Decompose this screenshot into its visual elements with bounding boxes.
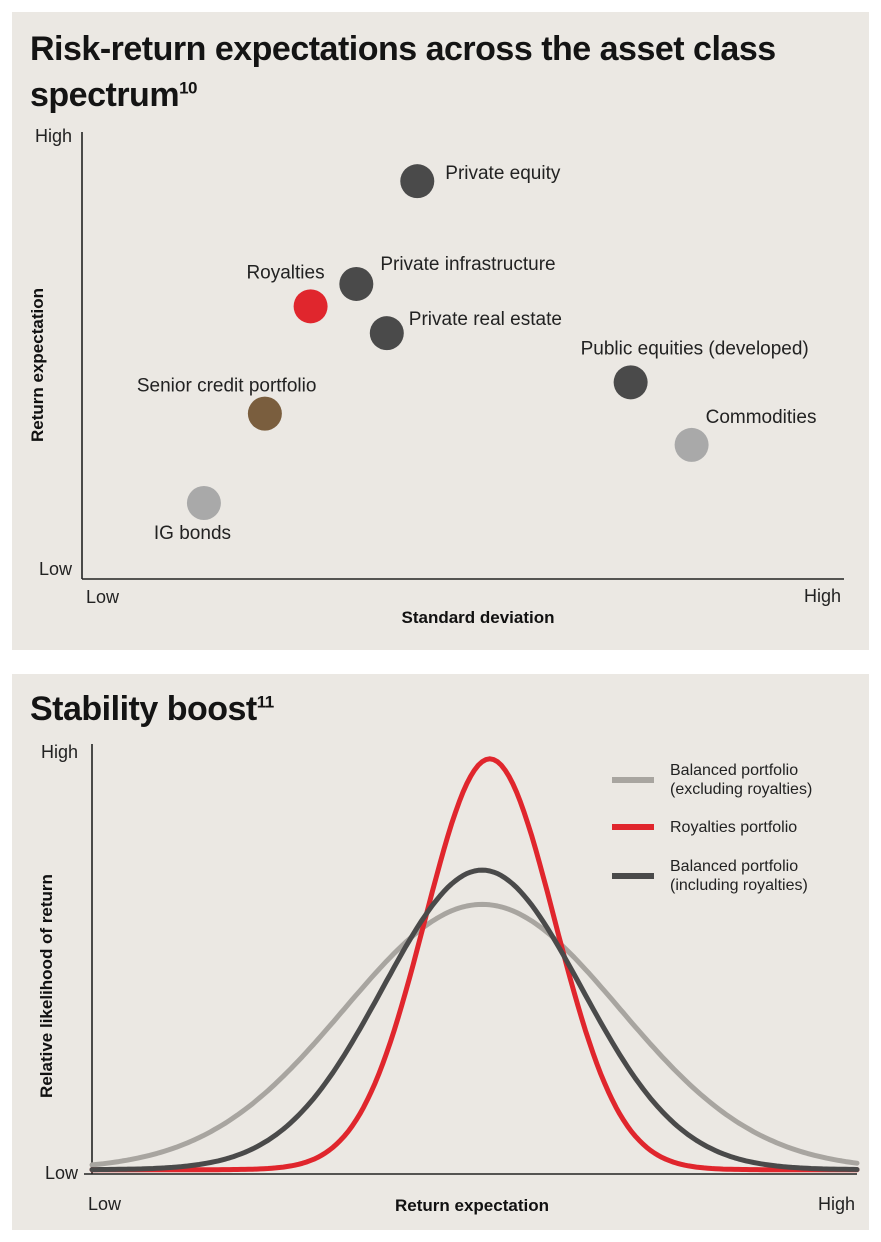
- point-private-equity: [400, 164, 435, 199]
- series-line-royalties-portfolio: [89, 756, 860, 1173]
- point-royalties: [293, 289, 328, 324]
- point-public-equities-developed: [613, 365, 648, 400]
- y-axis-title: Relative likelihood of return: [37, 874, 56, 1098]
- risk-return-panel: Risk-return expectations across the asse…: [12, 12, 869, 650]
- point-label-senior-credit-portfolio: Senior credit portfolio: [137, 376, 317, 397]
- point-label-commodities: Commodities: [706, 407, 817, 428]
- legend-label-balanced-portfolio-excluding-royalties: Balanced portfolio (excluding royalties): [670, 762, 812, 798]
- x-tick-low: Low: [88, 1194, 122, 1214]
- stability-boost-panel: Stability boost11 High Low Low High Retu…: [12, 674, 869, 1230]
- x-axis-title: Return expectation: [395, 1196, 549, 1215]
- series-line-balanced-portfolio-including-royalties: [89, 867, 860, 1173]
- point-label-ig-bonds: IG bonds: [154, 523, 231, 544]
- title-footnote: 11: [256, 692, 274, 712]
- y-tick-low: Low: [45, 1163, 79, 1183]
- y-tick-high: High: [41, 742, 78, 762]
- x-axis-title: Standard deviation: [401, 608, 554, 627]
- y-tick-high: High: [35, 126, 72, 146]
- y-axis-title: Return expectation: [28, 288, 47, 442]
- legend-label-royalties-portfolio: Royalties portfolio: [670, 819, 797, 836]
- series-line-balanced-portfolio-excluding-royalties: [89, 901, 860, 1168]
- point-commodities: [674, 427, 709, 462]
- point-private-real-estate: [369, 316, 404, 351]
- point-label-public-equities-developed: Public equities (developed): [581, 338, 809, 359]
- point-label-private-real-estate: Private real estate: [409, 309, 562, 330]
- chart-title: Stability boost11: [30, 690, 274, 728]
- title-footnote: 10: [179, 78, 197, 98]
- point-senior-credit-portfolio: [247, 396, 282, 431]
- chart-title: Risk-return expectations across the asse…: [30, 30, 776, 114]
- x-tick-high: High: [804, 586, 841, 606]
- point-private-infrastructure: [339, 266, 374, 301]
- y-tick-low: Low: [39, 559, 73, 579]
- distribution-chart: High Low Low High Return expectation Rel…: [37, 742, 860, 1215]
- point-label-private-infrastructure: Private infrastructure: [380, 254, 555, 275]
- x-tick-low: Low: [86, 587, 120, 607]
- point-label-private-equity: Private equity: [445, 163, 561, 184]
- point-ig-bonds: [186, 486, 221, 521]
- x-tick-high: High: [818, 1194, 855, 1214]
- scatter-chart: High Low Low High Standard deviation Ret…: [28, 126, 844, 627]
- legend-label-balanced-portfolio-including-royalties: Balanced portfolio (including royalties): [670, 858, 808, 894]
- point-label-royalties: Royalties: [246, 262, 324, 283]
